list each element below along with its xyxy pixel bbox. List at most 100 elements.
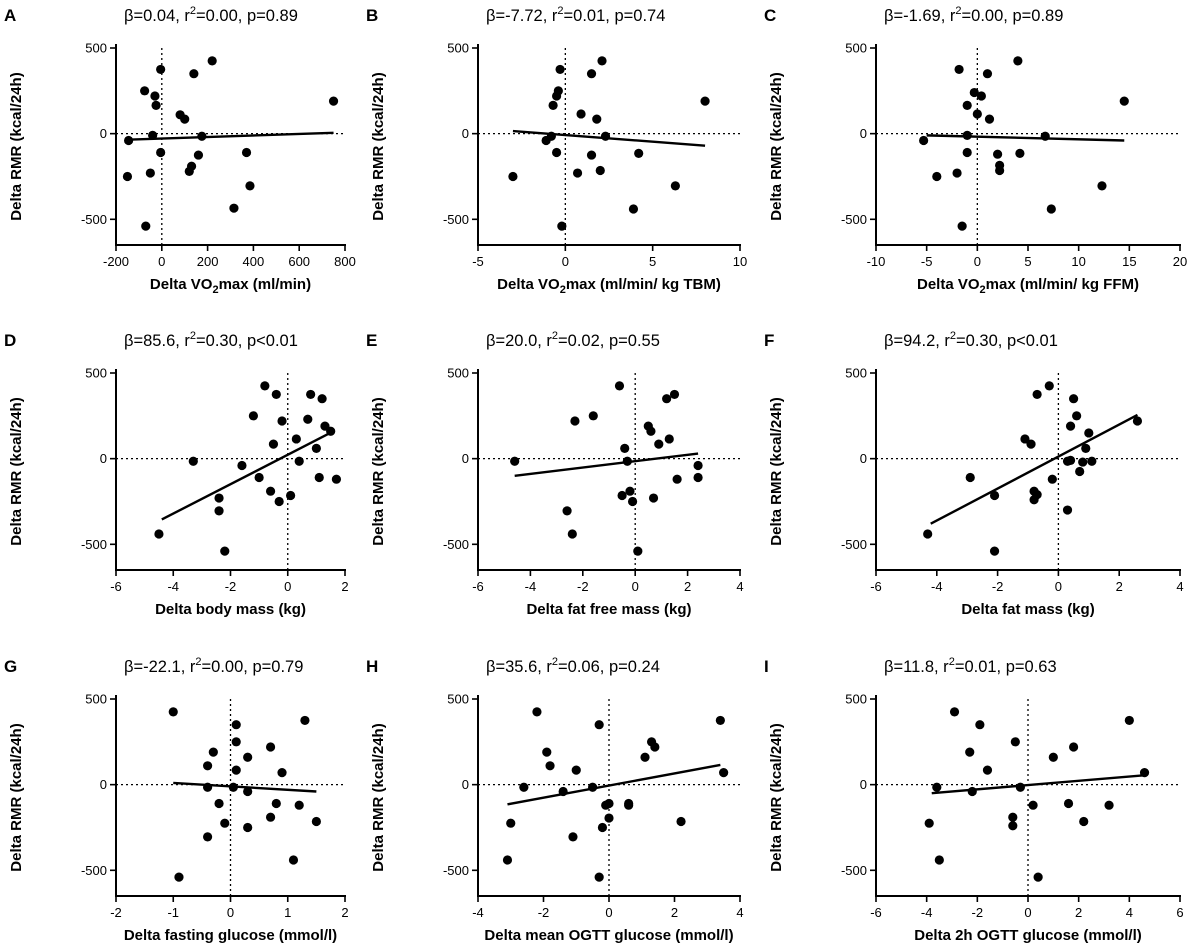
data-point — [923, 529, 933, 539]
stats-label: β=94.2, r2=0.30, p<0.01 — [884, 330, 1058, 350]
x-tick-label: 4 — [1126, 905, 1133, 920]
y-axis-label: Delta RMR (kcal/24h) — [768, 723, 785, 871]
y-tick-label: 500 — [85, 366, 107, 381]
x-tick-label: 15 — [1122, 254, 1136, 269]
data-point — [502, 855, 513, 865]
y-tick-label: -500 — [81, 212, 107, 227]
data-point — [954, 64, 964, 75]
stats-label: β=11.8, r2=0.01, p=0.63 — [884, 656, 1057, 676]
stat-r2-p: =0.30, p<0.01 — [956, 332, 1058, 350]
stat-r2-superscript: 2 — [950, 330, 956, 342]
data-point — [1046, 204, 1056, 214]
y-tick-label: -500 — [443, 537, 469, 552]
y-tick-label: -500 — [443, 212, 469, 227]
x-axis-label-rest: max (ml/min/ kg FFM) — [986, 276, 1139, 293]
data-point — [220, 546, 230, 556]
x-axis-label: Delta VO2max (ml/min/ kg FFM) — [917, 276, 1139, 296]
data-point — [294, 800, 304, 810]
panel-letter: B — [366, 6, 378, 25]
data-point — [294, 456, 304, 466]
data-point — [122, 171, 133, 182]
data-point — [214, 493, 224, 503]
x-tick-label: -5 — [472, 254, 484, 269]
data-point — [326, 426, 336, 436]
data-point — [546, 131, 556, 141]
x-tick-label: -10 — [867, 254, 886, 269]
data-point — [934, 855, 944, 865]
data-point — [1008, 812, 1018, 822]
data-point — [965, 747, 975, 757]
data-point — [317, 394, 327, 404]
y-tick-label: -500 — [81, 863, 107, 878]
x-axis-label-main: Delta body mass (kg) — [155, 601, 306, 618]
data-point — [571, 765, 581, 775]
stat-beta: β=-1.69, r — [884, 7, 956, 25]
data-point — [303, 414, 313, 424]
data-point — [552, 147, 562, 158]
data-point — [265, 742, 276, 752]
data-point — [203, 832, 213, 842]
y-axis-label: Delta RMR (kcal/24h) — [8, 72, 25, 220]
data-point — [572, 168, 583, 178]
x-axis-label-main: Delta mean OGTT glucose (mmol/l) — [484, 927, 733, 944]
stat-r2-p: =0.00, p=0.89 — [962, 7, 1064, 25]
data-point — [180, 114, 190, 124]
x-tick-label: 5 — [649, 254, 656, 269]
data-point — [1079, 816, 1089, 827]
regression-line — [161, 430, 335, 521]
data-point — [288, 855, 299, 865]
x-tick-label: 2 — [671, 905, 678, 920]
stat-beta: β=20.0, r — [486, 332, 552, 350]
x-axis-label: Delta mean OGTT glucose (mmol/l) — [484, 927, 733, 944]
data-point — [555, 64, 565, 75]
x-axis-label-subscript: 2 — [212, 284, 218, 296]
stats-label: β=-1.69, r2=0.00, p=0.89 — [884, 5, 1063, 25]
x-tick-label: -4 — [472, 905, 484, 920]
x-axis-label-main: Delta VO — [497, 276, 560, 293]
data-point — [311, 443, 321, 453]
data-point — [1097, 181, 1107, 191]
x-tick-label: 200 — [197, 254, 219, 269]
data-point — [1048, 752, 1058, 762]
panel-letter: C — [764, 6, 776, 25]
data-point — [291, 434, 301, 444]
x-tick-label: 0 — [1055, 579, 1062, 594]
data-point — [243, 752, 253, 762]
data-point — [168, 707, 178, 717]
panel-letter: I — [764, 657, 769, 676]
data-point — [156, 147, 166, 158]
data-point — [510, 456, 520, 466]
regression-line — [930, 413, 1138, 525]
x-tick-label: 2 — [341, 579, 348, 594]
data-point — [993, 149, 1003, 159]
data-point — [203, 761, 213, 771]
stat-r2-superscript: 2 — [552, 656, 558, 668]
data-point — [140, 86, 150, 96]
data-point — [1084, 428, 1094, 438]
panel-letter: F — [764, 331, 774, 350]
x-tick-label: 10 — [1071, 254, 1085, 269]
stat-r2-superscript: 2 — [949, 656, 955, 668]
x-tick-label: 0 — [158, 254, 165, 269]
y-axis-label: Delta RMR (kcal/24h) — [370, 397, 387, 545]
data-point — [248, 411, 258, 421]
x-tick-label: -6 — [110, 579, 122, 594]
data-point — [919, 135, 929, 146]
regression-line — [931, 774, 1145, 795]
stat-r2-p: =0.30, p<0.01 — [196, 332, 298, 350]
x-axis-label-rest: max (ml/min) — [219, 276, 312, 293]
x-tick-label: 0 — [284, 579, 291, 594]
regression-line — [507, 763, 721, 806]
data-point — [995, 165, 1005, 176]
data-point — [174, 872, 184, 882]
data-point — [949, 707, 960, 717]
stat-r2-superscript: 2 — [552, 330, 558, 342]
data-point — [331, 474, 342, 484]
x-tick-label: -200 — [103, 254, 129, 269]
x-axis-label-main: Delta VO — [150, 276, 213, 293]
data-point — [1069, 742, 1079, 752]
